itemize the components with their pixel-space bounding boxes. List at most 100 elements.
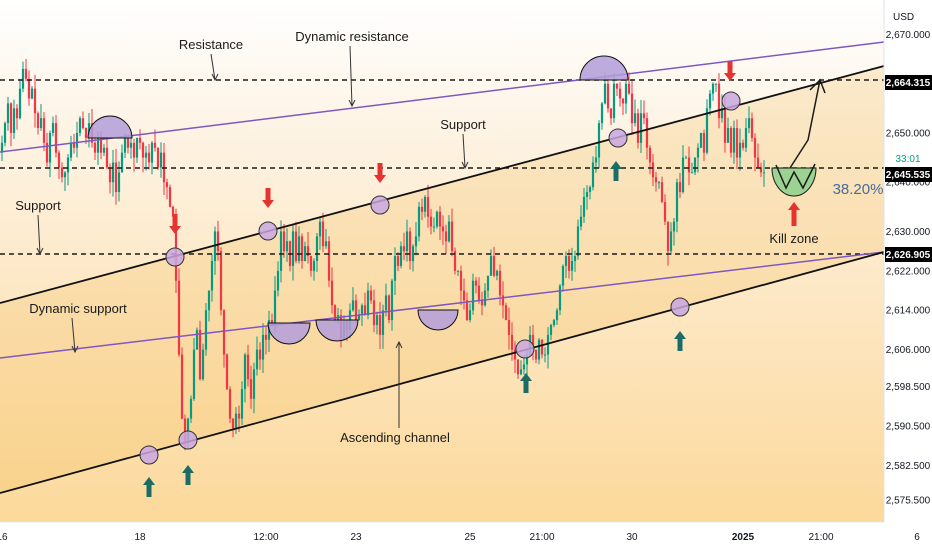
candle-body	[576, 226, 580, 257]
candle-body	[315, 236, 319, 261]
candle-body	[546, 334, 550, 355]
candle-body	[660, 182, 664, 202]
countdown-badge: 33:01	[895, 154, 920, 165]
dynamic-resistance-pointer	[349, 45, 353, 107]
candle-body	[447, 221, 451, 242]
up-arrow-icon	[520, 373, 532, 393]
candle-body	[516, 359, 520, 375]
candle-body	[312, 261, 316, 271]
annotation-pointers	[36, 45, 469, 428]
candle-body	[543, 354, 547, 356]
y-axis-ticks: 2,575.500 2,582.500 2,590.500 2,598.500 2,60…	[886, 30, 931, 506]
candle-body	[708, 93, 712, 109]
candle-body	[201, 349, 205, 380]
candle-body	[351, 300, 355, 311]
candle-body	[258, 349, 262, 360]
dynamic-support-pointer-head	[71, 345, 79, 354]
candle-body	[150, 142, 154, 163]
candle-body	[45, 142, 49, 163]
candle-body	[30, 88, 34, 99]
plot-background	[0, 0, 884, 522]
candle-body	[723, 108, 727, 143]
candle-body	[78, 118, 82, 133]
candle-body	[690, 172, 694, 174]
y-tick-label: 2,670.000	[886, 30, 931, 41]
candle-body	[414, 236, 418, 247]
candle-body	[426, 196, 430, 217]
candle-body	[471, 280, 475, 311]
candle-body	[291, 231, 295, 266]
candle-body	[72, 142, 76, 148]
y-tick-label: 2,606.000	[886, 345, 931, 356]
candle-body	[369, 290, 373, 301]
candle-body	[147, 152, 151, 163]
support-right-pointer-head	[461, 161, 469, 170]
kill-zone-arrow-icon	[788, 202, 800, 226]
candle-body	[198, 329, 202, 380]
candle-body	[135, 137, 139, 158]
down-arrow-icon	[169, 214, 181, 234]
candle-body	[669, 231, 673, 252]
candles	[0, 59, 766, 451]
candle-body	[615, 83, 619, 89]
candle-body	[171, 206, 175, 217]
candle-body	[633, 113, 637, 124]
candle-body	[531, 334, 535, 350]
candle-body	[696, 147, 700, 158]
candle-body	[303, 246, 307, 261]
candle-body	[195, 329, 199, 350]
candle-body	[597, 123, 601, 158]
candle-body	[318, 221, 322, 237]
candle-body	[411, 246, 415, 261]
candle-body	[225, 354, 229, 390]
candle-body	[0, 142, 4, 153]
candle-body	[756, 157, 760, 168]
candle-body	[375, 315, 379, 326]
candle-body	[276, 270, 280, 291]
candle-body	[510, 334, 514, 350]
candle-body	[102, 147, 106, 153]
candle-body	[108, 167, 112, 183]
y-tick-label: 2,650.000	[886, 128, 931, 139]
candle-body	[711, 83, 715, 94]
candle-body	[204, 310, 208, 350]
candle-body	[360, 305, 364, 316]
up-arrows	[143, 161, 686, 497]
x-tick-label: 25	[464, 532, 476, 543]
candle-body	[534, 349, 538, 360]
support-bowl	[267, 322, 311, 345]
candle-body	[132, 142, 136, 158]
candle-body	[552, 320, 556, 326]
y-tick-label: 2,640.000	[886, 178, 931, 189]
support-right-pointer	[462, 133, 466, 169]
candle-body	[417, 206, 421, 237]
fib-label: 38.20%	[833, 181, 884, 198]
candle-body	[57, 152, 61, 168]
candle-body	[207, 290, 211, 311]
candle-body	[126, 137, 130, 148]
price-badge-support: 2,626.905	[886, 250, 931, 261]
up-arrow-icon	[674, 331, 686, 351]
candle-body	[252, 369, 256, 399]
candle-body	[537, 339, 541, 360]
candle-body	[399, 246, 403, 266]
candle-body	[24, 68, 28, 79]
candle-body	[747, 118, 751, 129]
candle-body	[687, 157, 691, 173]
candle-body	[495, 270, 499, 276]
x-tick-label: 12:00	[253, 532, 278, 543]
candle-body	[666, 221, 670, 252]
candle-body	[222, 310, 226, 355]
down-arrows	[169, 61, 736, 234]
candle-body	[66, 157, 70, 173]
x-tick-label: 16	[0, 532, 8, 543]
candle-body	[630, 93, 634, 124]
kill-zone-w-path	[775, 163, 816, 190]
candle-body	[522, 364, 526, 370]
candle-body	[564, 256, 568, 266]
candle-body	[63, 172, 67, 178]
candle-body	[96, 137, 100, 153]
candle-body	[111, 162, 115, 183]
candle-body	[21, 68, 25, 89]
